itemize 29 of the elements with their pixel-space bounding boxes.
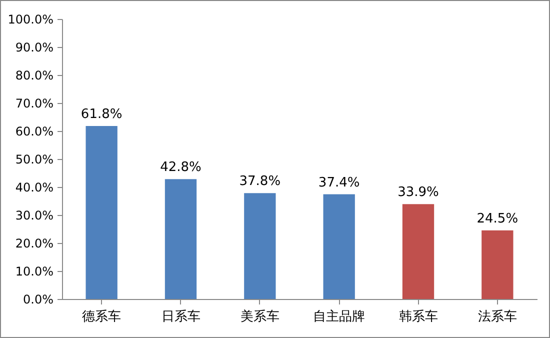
x-tick-label: 德系车 xyxy=(82,310,122,324)
bar xyxy=(164,179,197,299)
x-tick-label: 自主品牌 xyxy=(313,308,366,324)
data-label: 42.8% xyxy=(160,160,202,176)
y-tick-label: 60.0% xyxy=(15,124,54,138)
y-tick-label: 50.0% xyxy=(15,152,54,166)
bar xyxy=(402,204,434,299)
y-tick-label: 100.0% xyxy=(8,12,54,26)
y-tick-label: 20.0% xyxy=(15,236,54,250)
data-label: 61.8% xyxy=(80,106,122,122)
bar xyxy=(86,126,118,299)
data-label: 24.5% xyxy=(476,211,518,226)
y-tick-label: 40.0% xyxy=(15,180,54,194)
x-tick-label: 美系车 xyxy=(240,308,280,324)
bar xyxy=(323,194,355,299)
y-tick-label: 0.0% xyxy=(23,292,54,306)
x-tick-label: 法系车 xyxy=(478,310,517,324)
y-tick-label: 10.0% xyxy=(15,264,54,278)
data-label: 37.4% xyxy=(318,175,360,190)
y-tick-label: 90.0% xyxy=(15,40,54,54)
bar xyxy=(244,193,276,299)
x-tick-label: 韩系车 xyxy=(398,310,438,324)
data-label: 37.8% xyxy=(239,174,281,190)
y-tick-label: 30.0% xyxy=(15,208,54,222)
y-tick-label: 80.0% xyxy=(15,68,54,82)
x-tick-label: 日系车 xyxy=(161,310,200,324)
y-tick-label: 70.0% xyxy=(15,96,54,110)
data-label: 33.9% xyxy=(398,185,439,200)
bar xyxy=(482,230,514,299)
